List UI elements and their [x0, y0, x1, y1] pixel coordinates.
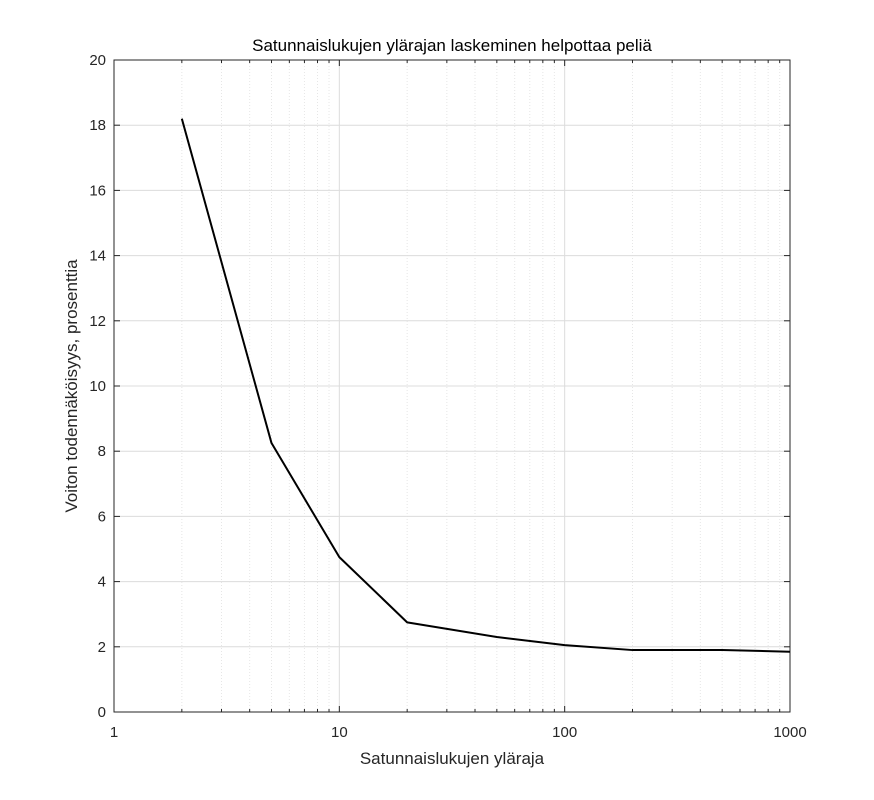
x-tick-label: 10: [331, 724, 348, 741]
y-tick-label: 6: [98, 508, 106, 525]
y-tick-label: 0: [98, 704, 106, 721]
x-tick-labels: 1 10 100 1000: [110, 724, 807, 741]
y-tick-label: 14: [89, 248, 106, 265]
grid: [113, 59, 791, 713]
x-tick-label: 1: [110, 724, 118, 741]
x-tick-label: 1000: [773, 724, 806, 741]
y-tick-label: 12: [89, 313, 106, 330]
y-tick-labels: 0 2 4 6 8 10 12 14 16 18 20: [89, 52, 106, 721]
chart-title: Satunnaislukujen ylärajan laskeminen hel…: [252, 36, 652, 55]
y-tick-label: 2: [98, 639, 106, 656]
series-layer: [180, 118, 791, 653]
y-axis-label: Voiton todennäköisyys, prosenttia: [62, 259, 81, 513]
y-tick-label: 20: [89, 52, 106, 69]
y-tick-label: 18: [89, 117, 106, 134]
y-tick-label: 4: [98, 574, 106, 591]
x-axis-label: Satunnaislukujen yläraja: [360, 749, 545, 768]
y-tick-label: 10: [89, 378, 106, 395]
tick-marks: [113, 59, 791, 713]
y-tick-label: 16: [89, 182, 106, 199]
series-line: [180, 118, 791, 653]
x-tick-label: 100: [552, 724, 577, 741]
y-tick-label: 8: [98, 443, 106, 460]
